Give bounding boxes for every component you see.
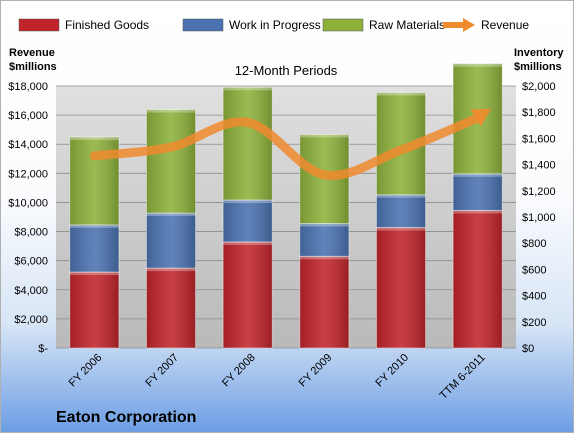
bar-segment-work-in-progress xyxy=(69,224,120,273)
right-tick-label: $0 xyxy=(522,343,534,355)
right-tick-label: $1,400 xyxy=(522,160,556,172)
legend: Finished Goods Work in Progress Raw Materi… xyxy=(18,18,529,32)
bar-segment-finished-goods xyxy=(375,226,427,349)
left-tick-label: $- xyxy=(38,343,48,355)
bar-segment-finished-goods xyxy=(69,271,120,349)
revenue-arrowhead xyxy=(470,108,492,127)
legend-item-raw-materials: Raw Materials xyxy=(322,18,445,32)
bar-segment-work-in-progress xyxy=(222,199,273,243)
left-tick-label: $4,000 xyxy=(14,285,48,297)
right-tick-label: $600 xyxy=(522,264,546,276)
left-tick-label: $12,000 xyxy=(8,168,48,180)
left-tick-label: $6,000 xyxy=(14,256,48,268)
bar-segment-work-in-progress xyxy=(299,223,350,257)
legend-swatch xyxy=(18,18,60,32)
left-axis-title-line1: Revenue xyxy=(9,47,55,59)
legend-swatch xyxy=(182,18,224,32)
right-tick-label: $2,000 xyxy=(522,81,556,93)
left-tick-label: $18,000 xyxy=(8,81,48,93)
right-tick-label: $400 xyxy=(522,291,546,303)
right-axis-ticks: $2,000 $1,800 $1,600 $1,400 $1,200 $1,000 $800… xyxy=(522,81,556,355)
left-axis-title-line2: $millions xyxy=(9,61,57,73)
right-tick-label: $200 xyxy=(522,317,546,329)
x-tick-label: FY 2009 xyxy=(297,352,335,390)
legend-label: Raw Materials xyxy=(369,18,445,32)
revenue-line xyxy=(89,113,483,180)
bar-segment-finished-goods xyxy=(145,267,197,349)
bar-segment-work-in-progress xyxy=(375,194,427,228)
legend-item-work-in-progress: Work in Progress xyxy=(182,18,321,32)
x-tick-label: FY 2007 xyxy=(143,352,181,390)
right-tick-label: $1,800 xyxy=(522,107,556,119)
x-tick-label: TTM 6-2011 xyxy=(438,352,488,402)
gridlines xyxy=(56,85,516,349)
chart-title: 12-Month Periods xyxy=(235,63,338,78)
right-axis-title-line2: $millions xyxy=(514,61,562,73)
bar-segment-finished-goods xyxy=(299,255,350,349)
bar-segment-raw-materials xyxy=(145,109,197,214)
left-tick-label: $2,000 xyxy=(14,314,48,326)
legend-swatch xyxy=(322,18,364,32)
revenue-line-group xyxy=(89,108,492,180)
left-tick-label: $16,000 xyxy=(8,110,48,122)
right-tick-label: $1,600 xyxy=(522,133,556,145)
right-axis-title-line1: Inventory xyxy=(514,47,564,59)
left-tick-label: $10,000 xyxy=(8,197,48,209)
x-tick-label: FY 2006 xyxy=(67,352,105,390)
legend-item-revenue: Revenue xyxy=(443,18,529,32)
bar-segment-work-in-progress xyxy=(145,212,197,269)
x-axis-ticks: FY 2006 FY 2007 FY 2008 FY 2009 FY 2010 TTM 6… xyxy=(67,352,488,402)
bar-segment-finished-goods xyxy=(452,209,503,349)
bar-segment-finished-goods xyxy=(222,241,273,349)
legend-arrow xyxy=(463,18,475,32)
legend-label: Revenue xyxy=(481,18,529,32)
bar-group xyxy=(69,63,503,349)
left-axis-ticks: $18,000 $16,000 $14,000 $12,000 $10,000 $8,00… xyxy=(8,81,48,355)
company-name: Eaton Corporation xyxy=(56,409,196,426)
right-tick-label: $1,200 xyxy=(522,186,556,198)
bar-segment-raw-materials xyxy=(222,86,273,201)
legend-label: Finished Goods xyxy=(65,18,149,32)
legend-item-finished-goods: Finished Goods xyxy=(18,18,149,32)
x-tick-label: FY 2008 xyxy=(220,352,258,390)
right-tick-label: $800 xyxy=(522,238,546,250)
plot-area xyxy=(56,86,516,348)
left-tick-label: $8,000 xyxy=(14,227,48,239)
x-tick-label: FY 2010 xyxy=(373,352,411,390)
legend-label: Work in Progress xyxy=(229,18,321,32)
right-tick-label: $1,000 xyxy=(522,212,556,224)
left-tick-label: $14,000 xyxy=(8,139,48,151)
bar-segment-work-in-progress xyxy=(452,173,503,211)
